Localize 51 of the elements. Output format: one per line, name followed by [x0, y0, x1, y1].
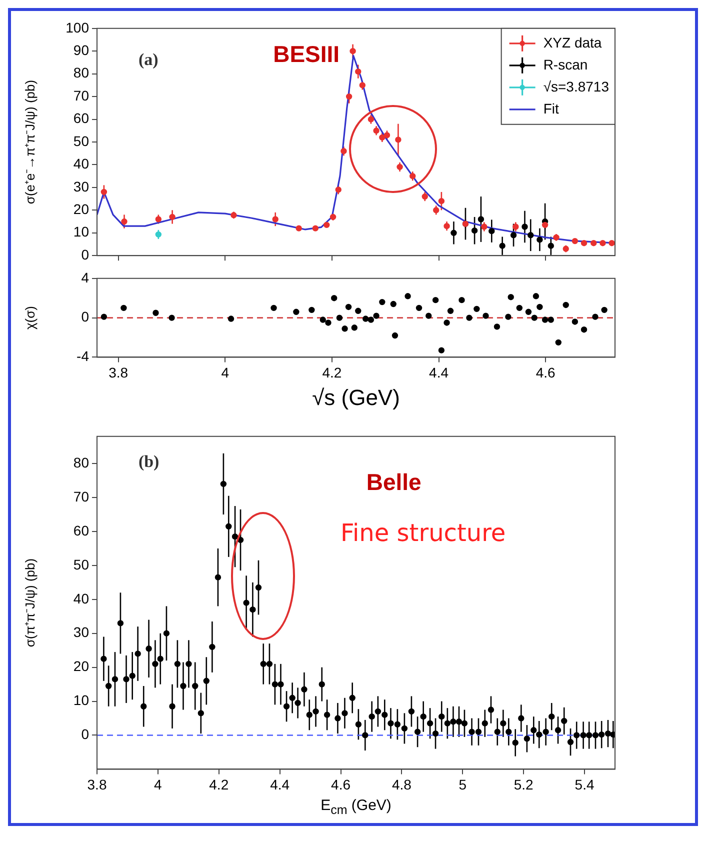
y-tick-label: 70 [73, 87, 90, 104]
y-tick-label: -4 [76, 348, 90, 364]
legend-label: R-scan [543, 56, 588, 72]
x-tick-label: 4.8 [392, 776, 412, 792]
y-tick-label: 60 [73, 110, 90, 126]
x-tick-label: 4.2 [209, 776, 229, 792]
legend-label: XYZ data [543, 34, 602, 50]
y-tick-label: 100 [66, 19, 90, 36]
y-tick-label: 60 [73, 522, 90, 538]
x-tick-label: 5 [458, 776, 467, 792]
annotation: (b) [138, 452, 160, 472]
x-tick-label: 4.6 [331, 776, 351, 792]
y-tick-label: 0 [81, 726, 90, 742]
y-tick-label: 80 [73, 454, 90, 470]
annotation: BESIII [273, 41, 340, 68]
x-tick-label: 4.6 [536, 364, 556, 380]
x-tick-label: 3.8 [108, 364, 128, 380]
y-tick-label: 10 [73, 224, 90, 240]
annotation: Belle [366, 468, 422, 495]
y-tick-label: 0 [81, 246, 90, 262]
y-tick-label: 90 [73, 42, 90, 58]
x-tick-label: 4.4 [270, 776, 290, 792]
y-tick-label: 30 [73, 178, 90, 194]
annotation: (a) [138, 50, 158, 70]
y-tick-label: 40 [73, 156, 90, 172]
legend-label: Fit [543, 100, 559, 116]
x-tick-label: 4.4 [429, 364, 449, 380]
y-tick-label: 70 [73, 488, 90, 504]
y-tick-label: 50 [73, 132, 90, 149]
y-tick-label: 4 [81, 269, 90, 286]
x-tick-label: 4.2 [322, 364, 342, 380]
x-axis-title: √s (GeV) [311, 385, 401, 411]
x-tick-label: 5.4 [574, 776, 594, 792]
legend-label: √s=3.8713 [543, 78, 610, 94]
y-tick-label: 20 [73, 658, 90, 674]
y-tick-label: 40 [73, 590, 90, 606]
x-axis-title: E$_{cm}$ (GeV) [320, 797, 392, 817]
y-tick-label: 0 [81, 308, 90, 325]
y-tick-label: 80 [73, 64, 90, 81]
y-axis-title: σ(π⁺π⁻J/ψ) (pb) [22, 558, 38, 648]
y-axis-title: χ(σ) [22, 306, 38, 330]
y-tick-label: 30 [73, 624, 90, 640]
y-tick-label: 20 [73, 201, 90, 218]
x-tick-label: 5.2 [514, 776, 534, 792]
y-tick-label: 50 [73, 556, 90, 572]
x-tick-label: 4 [154, 776, 162, 792]
y-axis-title: σ(e⁺e⁻→π⁺π⁻J/ψ) (pb) [22, 80, 38, 204]
y-tick-label: 10 [73, 692, 90, 708]
x-tick-label: 4 [221, 364, 230, 380]
x-tick-label: 3.8 [87, 776, 107, 792]
annotation: Fine structure [340, 518, 506, 547]
